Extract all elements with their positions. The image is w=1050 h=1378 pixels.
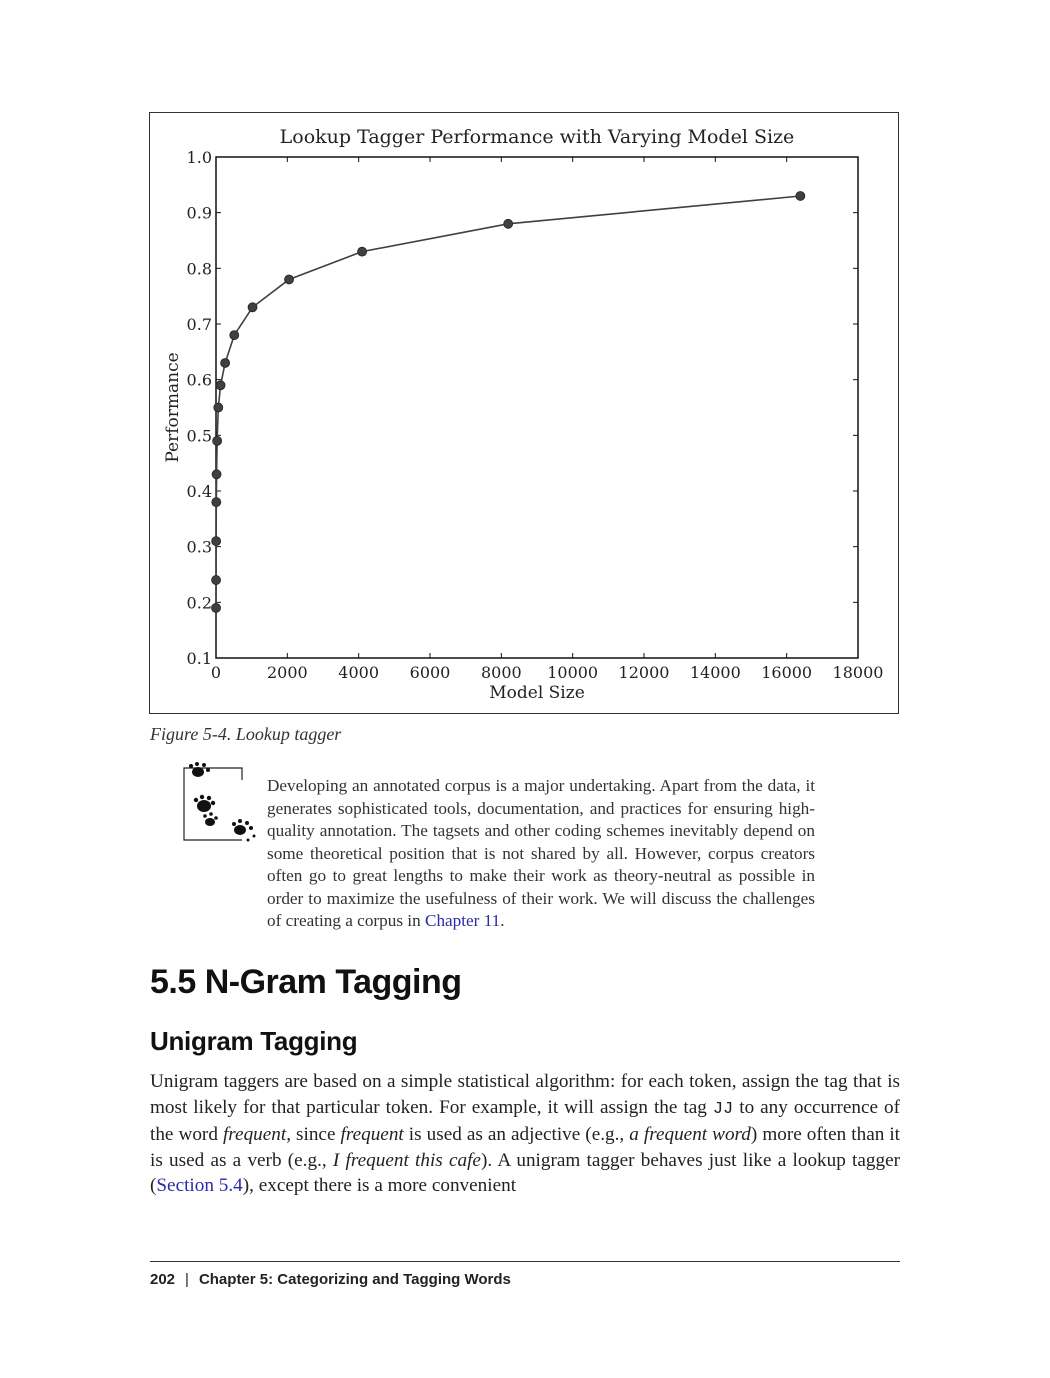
data-point	[220, 358, 231, 368]
body-text-4: is used as an adjective (e.g.,	[403, 1124, 630, 1145]
data-point	[211, 536, 222, 547]
plot-area-frame	[215, 156, 859, 659]
figure-frame: Lookup Tagger Performance with Varying M…	[149, 112, 899, 714]
y-tick-label: 0.2	[187, 593, 212, 612]
x-tick-label: 8000	[481, 663, 522, 682]
body-text-7: ), except there is a more convenient	[242, 1175, 517, 1196]
data-point	[284, 274, 294, 285]
x-axis-label: Model Size	[489, 683, 585, 703]
x-tick-label: 16000	[761, 663, 812, 682]
y-tick-label: 0.4	[187, 482, 212, 501]
page-number: 202	[150, 1271, 176, 1288]
body-text-3: , since	[286, 1124, 341, 1145]
body-paragraph: Unigram taggers are based on a simple st…	[150, 1069, 900, 1199]
data-point	[503, 218, 514, 229]
y-tick-label: 0.6	[187, 371, 212, 390]
y-tick-label: 0.7	[187, 315, 212, 334]
body-text-1: Unigram taggers are based on a simple st…	[150, 1071, 900, 1118]
x-tick-label: 4000	[338, 663, 379, 682]
note-end: .	[500, 911, 505, 930]
y-tick-label: 0.8	[187, 259, 212, 278]
data-point	[357, 246, 367, 257]
data-point	[211, 602, 221, 613]
figure-caption: Figure 5-4. Lookup tagger	[150, 724, 342, 744]
x-tick-label: 0	[211, 663, 221, 682]
data-point	[212, 435, 223, 446]
data-point	[211, 575, 221, 585]
y-tick-label: 0.1	[187, 649, 212, 668]
x-tick-label: 18000	[833, 663, 884, 682]
emphasis-frequent-1: frequent	[222, 1124, 287, 1145]
emphasis-frequent-2: frequent	[340, 1124, 404, 1145]
data-point	[795, 191, 806, 201]
subsection-heading: Unigram Tagging	[150, 1026, 358, 1056]
y-tick-label: 0.3	[187, 538, 212, 557]
y-axis-label: Performance	[163, 352, 183, 462]
data-point	[213, 402, 224, 413]
section-heading: 5.5 N-Gram Tagging	[150, 963, 462, 1001]
page-footer: 202 | Chapter 5: Categorizing and Tagging …	[150, 1271, 511, 1288]
x-tick-label: 10000	[547, 663, 598, 682]
x-tick-label: 6000	[410, 663, 451, 682]
data-point	[247, 302, 258, 313]
body-text-5: ) more often than it is used as a verb (…	[150, 1124, 901, 1171]
x-tick-label: 2000	[267, 663, 308, 682]
lookup-tagger-chart: Lookup Tagger Performance with Varying M…	[163, 126, 884, 703]
raccoon-tracks-icon	[183, 762, 256, 842]
data-point	[229, 330, 240, 341]
data-point	[211, 469, 222, 480]
series-line	[215, 195, 801, 608]
emphasis-example-adjective: a frequent word	[629, 1124, 751, 1145]
chapter-title: Chapter 5: Categorizing and Tagging Word…	[198, 1271, 511, 1288]
chapter-11-link[interactable]: Chapter 11	[424, 911, 501, 930]
x-tick-label: 14000	[690, 663, 741, 682]
data-point	[211, 497, 222, 508]
section-5-4-link[interactable]: Section 5.4	[156, 1175, 243, 1196]
note-paragraph: Developing an annotated corpus is a majo…	[267, 775, 815, 933]
footer-rule	[150, 1261, 900, 1262]
data-point	[215, 380, 226, 391]
note-body: Developing an annotated corpus is a majo…	[267, 776, 815, 930]
chart-title: Lookup Tagger Performance with Varying M…	[280, 126, 795, 148]
y-tick-label: 1.0	[187, 148, 212, 167]
body-text-2: to any occurrence of the word	[150, 1096, 900, 1146]
body-text-6: ). A unigram tagger behaves just like a …	[150, 1149, 900, 1197]
emphasis-example-verb: I frequent this cafe	[332, 1149, 481, 1171]
tag-code: JJ	[712, 1099, 734, 1119]
x-tick-label: 12000	[619, 663, 670, 682]
y-tick-label: 0.9	[187, 204, 212, 223]
y-tick-label: 0.5	[187, 426, 212, 445]
footer-separator: |	[185, 1271, 189, 1288]
